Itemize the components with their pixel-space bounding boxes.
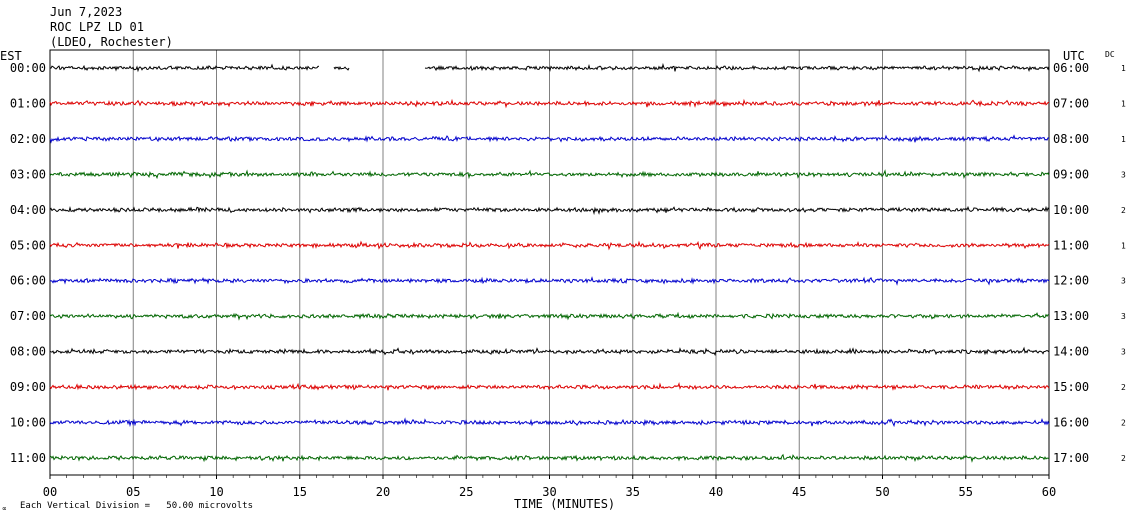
x-tick-label: 05: [126, 485, 140, 499]
row-label-utc: 11:00: [1053, 238, 1089, 252]
x-axis: 00 05 10 15 20 25 30 35 40 45 50 55 60: [43, 475, 1056, 499]
row-label-dc: 1: [1121, 99, 1126, 108]
seismic-trace: [49, 276, 1050, 286]
row-labels: 00:00 06:00 1 01:00 07:00 1 02:00 08:00 1 03:00 09…: [10, 61, 1126, 465]
x-tick-label: 50: [875, 485, 889, 499]
x-tick-label: 10: [209, 485, 223, 499]
seismic-trace: [49, 311, 1050, 321]
x-axis-label: TIME (MINUTES): [514, 497, 615, 511]
row-label-utc: 07:00: [1053, 96, 1089, 110]
row-label-est: 09:00: [10, 380, 46, 394]
seismic-trace: [49, 453, 1050, 463]
row-label-utc: 15:00: [1053, 380, 1089, 394]
traces: [49, 62, 1050, 463]
x-tick-label: 55: [959, 485, 973, 499]
dc-column-label: DC: [1105, 50, 1115, 59]
seismic-trace: [49, 205, 1050, 216]
footer-icon: ∝: [2, 504, 7, 513]
row-label-est: 05:00: [10, 238, 46, 252]
seismic-trace: [49, 417, 1050, 428]
header-station: ROC LPZ LD 01: [50, 20, 144, 34]
footer-scale-note: Each Vertical Division = 50.00 microvolt…: [20, 501, 253, 511]
x-tick-label: 40: [709, 485, 723, 499]
left-timezone-label: EST: [0, 49, 22, 63]
x-tick-label: 15: [293, 485, 307, 499]
row-label-utc: 09:00: [1053, 167, 1089, 181]
seismic-trace: [50, 62, 1050, 73]
row-label-dc: 3: [1121, 277, 1126, 286]
row-label-est: 01:00: [10, 96, 46, 110]
seismic-trace: [49, 346, 1050, 357]
x-tick-label: 30: [542, 485, 556, 499]
row-label-dc: 2: [1121, 383, 1126, 392]
row-label-utc: 17:00: [1053, 451, 1089, 465]
grid: [132, 50, 967, 475]
row-label-est: 06:00: [10, 274, 46, 288]
row-label-utc: 13:00: [1053, 309, 1089, 323]
x-tick-label: 00: [43, 485, 57, 499]
row-label-dc: 3: [1121, 348, 1126, 357]
row-label-utc: 16:00: [1053, 416, 1089, 430]
row-label-est: 03:00: [10, 167, 46, 181]
row-label-dc: 1: [1121, 241, 1126, 250]
seismic-trace: [49, 381, 1050, 391]
row-label-est: 08:00: [10, 345, 46, 359]
row-label-dc: 1: [1121, 64, 1126, 73]
seismic-trace: [49, 98, 1050, 109]
x-tick-label: 45: [792, 485, 806, 499]
x-tick-label: 20: [376, 485, 390, 499]
row-label-dc: 3: [1121, 170, 1126, 179]
x-tick-label: 35: [626, 485, 640, 499]
row-label-dc: 3: [1121, 312, 1126, 321]
row-label-dc: 2: [1121, 454, 1126, 463]
row-label-est: 02:00: [10, 132, 46, 146]
seismic-trace: [49, 134, 1049, 144]
header-network: (LDEO, Rochester): [50, 35, 173, 49]
seismic-trace: [49, 169, 1050, 180]
row-label-dc: 2: [1121, 419, 1126, 428]
header-date: Jun 7,2023: [50, 5, 122, 19]
row-label-utc: 12:00: [1053, 274, 1089, 288]
row-label-utc: 08:00: [1053, 132, 1089, 146]
x-tick-label: 25: [459, 485, 473, 499]
row-label-dc: 1: [1121, 135, 1126, 144]
row-label-est: 07:00: [10, 309, 46, 323]
row-label-dc: 2: [1121, 206, 1126, 215]
row-label-utc: 06:00: [1053, 61, 1089, 75]
row-label-est: 00:00: [10, 61, 46, 75]
row-label-est: 04:00: [10, 203, 46, 217]
x-tick-label: 60: [1042, 485, 1056, 499]
row-label-est: 10:00: [10, 416, 46, 430]
right-timezone-label: UTC: [1063, 49, 1085, 63]
seismic-trace: [49, 240, 1050, 251]
row-label-utc: 14:00: [1053, 345, 1089, 359]
row-label-utc: 10:00: [1053, 203, 1089, 217]
row-label-est: 11:00: [10, 451, 46, 465]
